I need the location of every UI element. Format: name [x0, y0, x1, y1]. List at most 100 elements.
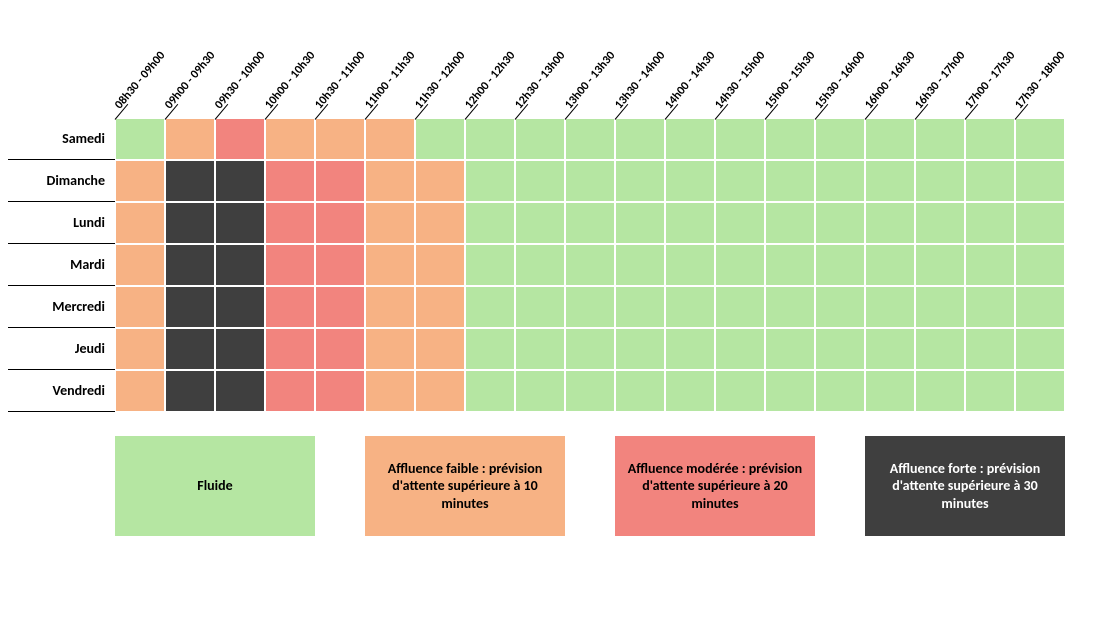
heatmap-cell	[765, 202, 815, 244]
legend-item: Fluide	[115, 436, 315, 536]
timeslot-header: 14h30 - 15h00	[715, 8, 765, 118]
heatmap-cell	[765, 328, 815, 370]
timeslot-header: 11h00 - 11h30	[365, 8, 415, 118]
heatmap-cell	[565, 118, 615, 160]
timeslot-label: 15h30 - 16h00	[812, 49, 868, 112]
heatmap-cell	[965, 118, 1015, 160]
day-label: Mardi	[8, 244, 115, 286]
legend-item: Affluence faible : prévision d'attente s…	[365, 436, 565, 536]
timeslot-label: 14h30 - 15h00	[712, 49, 768, 112]
heatmap-cell	[465, 244, 515, 286]
heatmap-cell	[865, 328, 915, 370]
heatmap-cell	[765, 370, 815, 412]
heatmap-cell	[515, 370, 565, 412]
heatmap-cell	[765, 244, 815, 286]
heatmap-cell	[615, 370, 665, 412]
timeslot-header: 09h30 - 10h00	[215, 8, 265, 118]
timeslot-label: 16h00 - 16h30	[862, 49, 918, 112]
timeslot-header: 15h30 - 16h00	[815, 8, 865, 118]
heatmap-cell	[415, 202, 465, 244]
legend-item: Affluence modérée : prévision d'attente …	[615, 436, 815, 536]
heatmap-cell	[415, 286, 465, 328]
heatmap-cell	[115, 328, 165, 370]
heatmap-cell	[215, 370, 265, 412]
heatmap-cell	[315, 202, 365, 244]
heatmap-cell	[615, 244, 665, 286]
heatmap-cell	[965, 370, 1015, 412]
heatmap-cell	[715, 202, 765, 244]
heatmap-cell	[165, 286, 215, 328]
timeslot-label: 10h30 - 11h00	[312, 49, 368, 112]
heatmap-cell	[115, 118, 165, 160]
heatmap-cell	[415, 370, 465, 412]
heatmap-cell	[365, 244, 415, 286]
day-label: Samedi	[8, 118, 115, 160]
timeslot-header: 16h30 - 17h00	[915, 8, 965, 118]
heatmap-cell	[365, 118, 415, 160]
heatmap-cell	[515, 328, 565, 370]
heatmap-cell	[665, 328, 715, 370]
timeslot-header: 13h30 - 14h00	[615, 8, 665, 118]
timeslot-header: 17h00 - 17h30	[965, 8, 1015, 118]
timeslot-label: 11h30 - 12h00	[412, 49, 468, 112]
heatmap-cell	[1015, 370, 1065, 412]
heatmap-cell	[315, 286, 365, 328]
heatmap-cell	[215, 286, 265, 328]
timeslot-label: 17h30 - 18h00	[1012, 49, 1068, 112]
heatmap-cell	[665, 370, 715, 412]
heatmap-cell	[965, 286, 1015, 328]
heatmap-cell	[1015, 160, 1065, 202]
timeslot-header: 17h30 - 18h00	[1015, 8, 1065, 118]
heatmap-cell	[665, 244, 715, 286]
timeslot-label: 16h30 - 17h00	[912, 49, 968, 112]
heatmap-cell	[1015, 244, 1065, 286]
heatmap-cell	[615, 328, 665, 370]
heatmap-cell	[665, 286, 715, 328]
heatmap-cell	[965, 160, 1015, 202]
heatmap-cell	[865, 370, 915, 412]
heatmap-cell	[565, 160, 615, 202]
heatmap-cell	[865, 286, 915, 328]
heatmap-cell	[465, 328, 515, 370]
heatmap-grid: SamediDimancheLundiMardiMercrediJeudiVen…	[8, 118, 1096, 412]
heatmap-cell	[715, 328, 765, 370]
heatmap-cell	[715, 118, 765, 160]
heatmap-cell	[915, 328, 965, 370]
heatmap-cell	[315, 244, 365, 286]
heatmap-cell	[515, 202, 565, 244]
heatmap-cell	[865, 118, 915, 160]
heatmap-cell	[315, 118, 365, 160]
timeslot-label: 12h30 - 13h00	[512, 49, 568, 112]
heatmap-cell	[465, 370, 515, 412]
heatmap-cell	[115, 202, 165, 244]
timeslot-label: 08h30 - 09h00	[112, 49, 168, 112]
heatmap-cell	[665, 160, 715, 202]
heatmap-cell	[815, 328, 865, 370]
heatmap-cell	[865, 244, 915, 286]
heatmap-cell	[215, 118, 265, 160]
heatmap-cell	[615, 286, 665, 328]
heatmap-cell	[665, 202, 715, 244]
heatmap-cell	[515, 118, 565, 160]
heatmap-cell	[615, 160, 665, 202]
heatmap-cell	[515, 286, 565, 328]
heatmap-cell	[365, 328, 415, 370]
heatmap-cell	[365, 202, 415, 244]
heatmap-cell	[815, 160, 865, 202]
heatmap-cell	[215, 328, 265, 370]
heatmap-row: Samedi	[8, 118, 1096, 160]
heatmap-cell	[865, 202, 915, 244]
heatmap-cell	[915, 118, 965, 160]
heatmap-cell	[415, 160, 465, 202]
heatmap-cell	[515, 160, 565, 202]
timeslot-label: 13h30 - 14h00	[612, 49, 668, 112]
timeslot-label: 15h00 - 15h30	[762, 49, 818, 112]
heatmap-cell	[615, 118, 665, 160]
timeslot-header: 12h00 - 12h30	[465, 8, 515, 118]
heatmap-cell	[265, 244, 315, 286]
heatmap-cell	[915, 370, 965, 412]
heatmap-cell	[765, 160, 815, 202]
heatmap-cell	[365, 160, 415, 202]
timeslot-label: 11h00 - 11h30	[362, 49, 418, 112]
legend: Fluide Affluence faible : prévision d'att…	[115, 436, 1096, 536]
